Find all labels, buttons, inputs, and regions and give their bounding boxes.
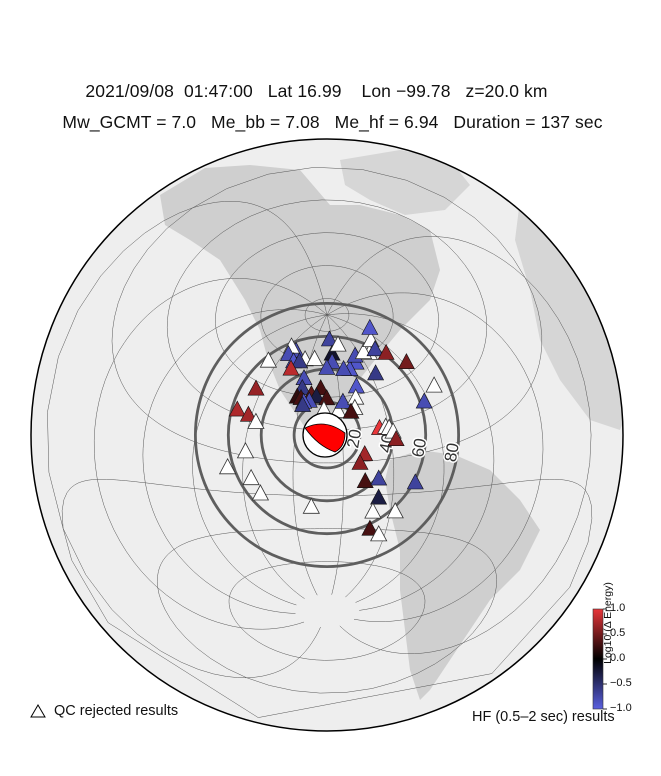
distance-ring-label: 60 [408, 437, 430, 459]
event-time: 01:47:00 [183, 81, 253, 101]
event-lon: Lon −99.78 [361, 81, 451, 101]
station-marker [415, 392, 433, 409]
event-lat: Lat 16.99 [267, 81, 342, 101]
station-marker [366, 340, 384, 357]
distance-ring-label: 80 [441, 441, 463, 463]
station-marker [370, 488, 388, 505]
station-rejected-marker [329, 335, 347, 352]
meridian-line [47, 201, 328, 679]
station-marker [351, 453, 369, 470]
event-depth: z=20.0 km [465, 81, 548, 101]
station-marker [318, 389, 336, 406]
beachball-compression [304, 423, 346, 453]
station-marker [247, 379, 265, 396]
station-marker [361, 519, 379, 536]
magnitude-info-line: Mw_GCMT = 7.0 Me_bb = 7.08 Me_hf = 6.94 … [2, 112, 661, 133]
station-rejected-marker [370, 525, 388, 542]
colorbar-tick-1: 1.0 [610, 602, 626, 614]
station-marker [342, 402, 360, 419]
me-bb: Me_bb = 7.08 [211, 112, 320, 132]
station-rejected-marker [218, 457, 237, 475]
station-rejected-marker [251, 484, 270, 501]
station-rejected-marker [425, 376, 443, 393]
colorbar-tick-2: 0.5 [610, 627, 626, 639]
station-marker [356, 472, 374, 489]
station-marker [335, 359, 353, 376]
globe-outline [30, 138, 624, 732]
station-marker [367, 364, 385, 381]
distance-ring-80 [193, 301, 461, 569]
station-marker [320, 330, 338, 347]
station-rejected-marker [302, 497, 320, 514]
meridian-line [93, 278, 328, 630]
qc-legend: QC rejected results [30, 703, 178, 719]
hf-legend-label: HF (0.5–2 sec) results [472, 709, 615, 725]
colorbar-tick-3: 0.0 [610, 652, 626, 664]
qc-legend-label: QC rejected results [54, 703, 179, 719]
meridian-line [326, 292, 544, 622]
station-rejected-marker [259, 351, 278, 368]
me-hf: Me_hf = 6.94 [334, 112, 439, 132]
station-marker [397, 353, 415, 370]
colorbar-title: Log10 (Δ Energy) [602, 582, 614, 664]
event-info-line: 2021/09/08 01:47:00 Lat 16.99 Lon −99.78… [0, 81, 647, 102]
station-marker [370, 469, 388, 486]
station-rejected-marker [364, 502, 382, 519]
station-marker [282, 359, 300, 376]
south-america-land [385, 450, 540, 700]
station-marker [361, 318, 379, 335]
station-markers [218, 318, 443, 542]
station-rejected-marker [305, 349, 324, 366]
meridian-line [326, 236, 592, 654]
globe: 20 40 60 80 [30, 138, 624, 732]
station-rejected-marker [386, 502, 404, 519]
station-marker [318, 358, 336, 375]
qc-triangle-icon [30, 704, 46, 718]
duration: Duration = 137 sec [453, 112, 603, 132]
meridian-line [142, 309, 328, 614]
colorbar [592, 608, 607, 710]
event-date: 2021/09/08 [85, 81, 174, 101]
mw-gcmt: Mw_GCMT = 7.0 [62, 112, 197, 132]
station-marker [406, 473, 424, 490]
beachball [302, 412, 348, 458]
station-rejected-marker [236, 442, 255, 459]
station-marker [239, 405, 257, 422]
colorbar-tick-4: −0.5 [610, 677, 632, 689]
station-marker [291, 352, 308, 369]
colorbar-tick-5: −1.0 [610, 702, 632, 714]
station-marker [294, 395, 312, 412]
station-marker [387, 430, 405, 447]
station-marker [377, 343, 395, 360]
station-marker [228, 400, 246, 417]
station-rejected-marker [247, 412, 265, 429]
greenland-land [340, 150, 470, 215]
station-rejected-marker [242, 468, 260, 486]
meridian-line [326, 314, 445, 603]
station-marker [334, 392, 352, 409]
